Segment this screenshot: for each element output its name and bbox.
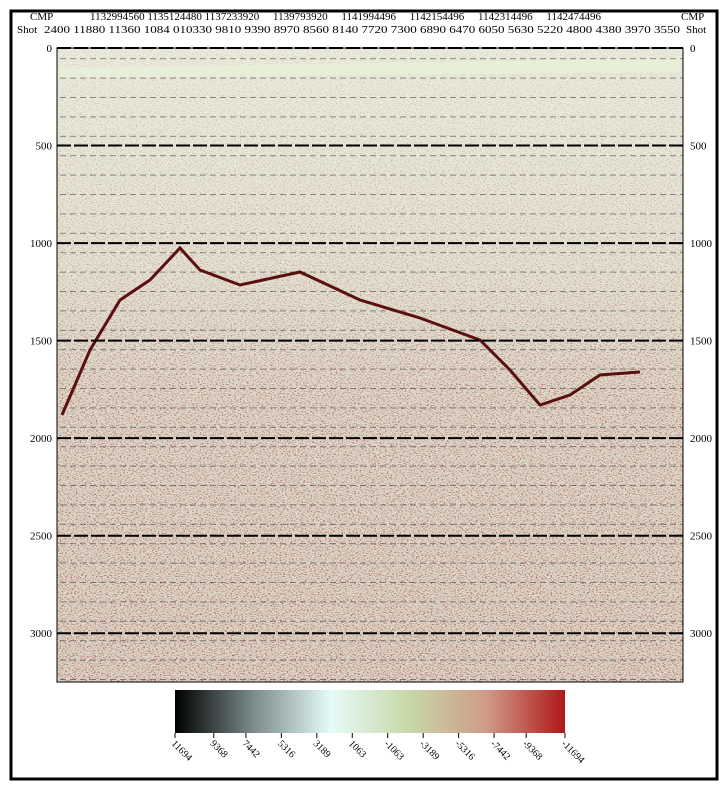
y-tick-label: 2500 [30,531,53,543]
seismic-figure: CMP 1132994560 1135124480 1137233920 113… [0,0,728,790]
section [57,48,683,682]
y-tick-label: 1500 [30,336,53,348]
y-tick-label: 500 [36,141,53,153]
y-tick-label: 2000 [30,433,53,445]
shot-label: Shot [17,24,37,36]
colorbar [175,690,565,733]
colorbar-label: -9368 [520,738,544,762]
colorbar-label: -7442 [488,738,512,762]
y-tick-label: 0 [47,43,53,55]
colorbar-label: 7442 [240,738,262,760]
y-tick-label-right: 500 [690,141,707,153]
colorbar-label: 5316 [275,738,297,760]
minor-grid [57,48,683,682]
colorbar-label: 11694 [169,738,194,763]
y-tick-label-right: 2500 [690,531,713,543]
colorbar-label: -1063 [382,738,406,762]
shot-label-right: Shot [686,24,706,36]
cmp-label: CMP [30,11,53,23]
cmp-label-right: CMP [681,11,704,23]
y-tick-label: 1000 [30,238,53,250]
colorbar-label: -3189 [417,738,441,762]
colorbar-label: -5316 [453,738,477,762]
y-tick-label-right: 1000 [690,238,713,250]
y-tick-label-right: 2000 [690,433,713,445]
colorbar-label: -11694 [559,738,587,766]
shot-values: 2400 11880 11360 1084 010330 9810 9390 8… [44,24,681,36]
y-tick-label: 3000 [30,628,53,640]
cmp-values: 1132994560 1135124480 1137233920 1139793… [90,11,601,23]
colorbar-label: 9368 [208,738,230,760]
y-tick-label-right: 1500 [690,336,713,348]
y-tick-label-right: 0 [690,43,696,55]
colorbar-label: 3189 [311,738,333,760]
colorbar-label: 1063 [346,738,368,760]
y-tick-label-right: 3000 [690,628,713,640]
